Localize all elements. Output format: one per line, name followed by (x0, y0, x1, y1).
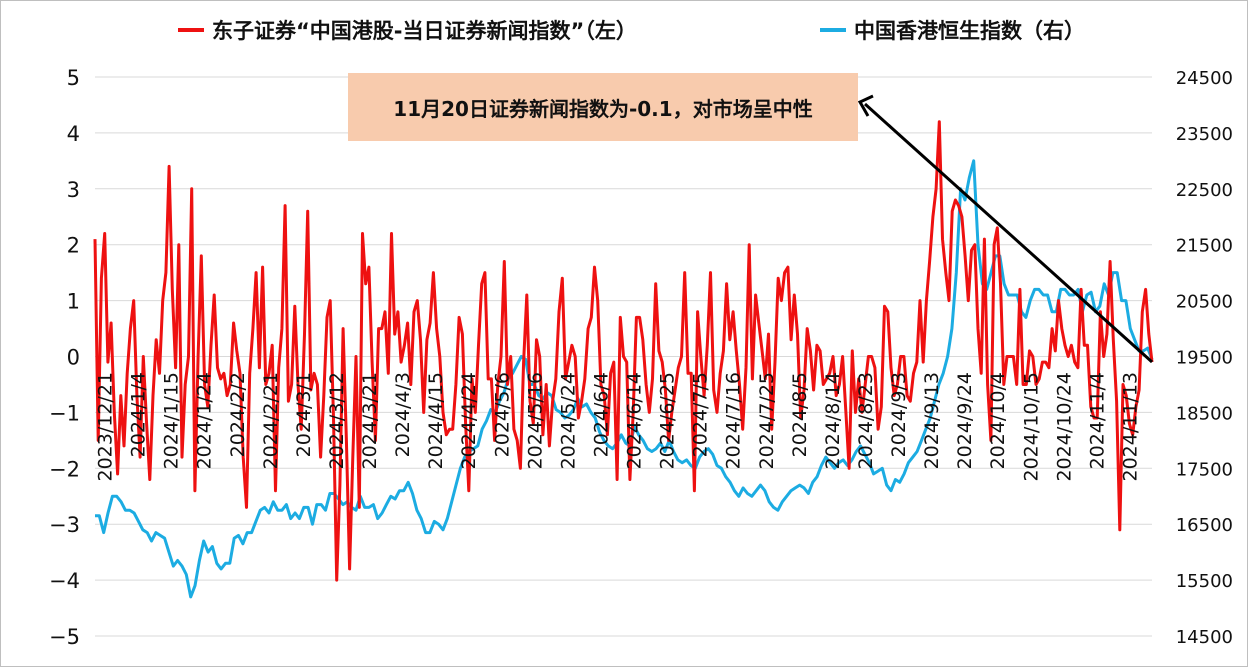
right-tick-label: 22500 (1176, 180, 1233, 201)
x-tick-label: 2024/10/4 (987, 372, 1009, 469)
right-tick-label: 20500 (1176, 292, 1233, 313)
x-tick-label: 2024/8/14 (822, 372, 844, 469)
series-news-index (93, 120, 1154, 582)
right-tick-label: 24500 (1176, 68, 1233, 89)
x-tick-label: 2024/7/25 (756, 372, 778, 469)
x-tick-label: 2024/3/1 (293, 372, 315, 457)
annotation-box: 11月20日证券新闻指数为-0.1，对市场呈中性 (348, 73, 858, 141)
right-axis-ticks: 24500 23500 22500 21500 20500 19500 18500 17500… (1176, 68, 1233, 648)
x-tick-label: 2024/6/14 (624, 372, 646, 469)
right-tick-label: 17500 (1176, 459, 1233, 480)
right-tick-label: 14500 (1176, 627, 1233, 648)
x-axis-tick-labels: 2023/12/21 2024/1/4 2024/1/15 2024/1/24 2024… (95, 372, 1142, 482)
x-tick-label: 2024/3/12 (326, 372, 348, 469)
right-tick-label: 16500 (1176, 515, 1233, 536)
right-tick-label: 19500 (1176, 348, 1233, 369)
x-tick-label: 2024/10/15 (1020, 372, 1042, 482)
x-tick-label: 2024/8/5 (789, 372, 811, 457)
right-tick-label: 15500 (1176, 571, 1233, 592)
x-tick-label: 2024/5/16 (524, 372, 546, 469)
left-tick-label: 4 (67, 122, 80, 146)
x-tick-label: 2024/4/15 (425, 372, 447, 469)
x-tick-label: 2024/11/4 (1086, 372, 1108, 469)
x-tick-label: 2024/10/24 (1053, 372, 1075, 482)
x-tick-label: 2024/1/4 (128, 372, 150, 457)
x-tick-label: 2024/2/21 (260, 372, 282, 469)
x-tick-label: 2024/3/21 (359, 372, 381, 469)
x-tick-label: 2024/5/24 (557, 372, 579, 469)
left-tick-label: 3 (67, 178, 80, 202)
x-tick-label: 2023/12/21 (95, 372, 117, 482)
left-tick-label: −5 (49, 625, 80, 649)
left-tick-label: 2 (67, 234, 80, 258)
left-tick-label: −3 (49, 513, 80, 537)
x-tick-label: 2024/9/24 (954, 372, 976, 469)
x-tick-label: 2024/4/24 (458, 372, 480, 469)
left-tick-label: −2 (49, 457, 80, 481)
left-tick-label: −1 (49, 401, 80, 425)
x-tick-label: 2024/2/2 (227, 372, 249, 457)
x-tick-label: 2024/6/4 (590, 372, 612, 457)
legend-label-news-index: 东子证券“中国港股-当日证券新闻指数”（左） (212, 19, 637, 43)
left-tick-label: 1 (67, 290, 80, 314)
x-tick-label: 2024/11/13 (1120, 372, 1142, 482)
legend-swatch-red (178, 28, 204, 32)
x-tick-label: 2024/9/3 (888, 372, 910, 457)
right-tick-label: 21500 (1176, 236, 1233, 257)
x-tick-label: 2024/1/15 (161, 372, 183, 469)
legend-item-news-index: 东子证券“中国港股-当日证券新闻指数”（左） (178, 12, 637, 48)
x-tick-label: 2024/1/24 (194, 372, 216, 469)
left-tick-label: 5 (67, 66, 80, 90)
x-tick-label: 2024/7/16 (723, 372, 745, 469)
left-axis-ticks: 5 4 3 2 1 0 −1 −2 −3 −4 −5 (49, 66, 80, 649)
x-tick-label: 2024/7/5 (690, 372, 712, 457)
x-tick-label: 2024/4/3 (392, 372, 414, 457)
x-tick-label: 2024/8/23 (855, 372, 877, 469)
right-tick-label: 18500 (1176, 403, 1233, 424)
x-tick-label: 2024/9/13 (921, 372, 943, 469)
news-index-line (93, 120, 1154, 582)
x-tick-label: 2024/5/6 (491, 372, 513, 457)
arrow-head (857, 94, 874, 117)
legend-swatch-blue (820, 28, 846, 32)
annotation-arrow (857, 94, 1154, 364)
left-tick-label: 0 (67, 346, 80, 370)
x-tick-label: 2024/6/25 (657, 372, 679, 469)
left-tick-label: −4 (49, 569, 80, 593)
legend-item-hsi: 中国香港恒生指数（右） (820, 12, 1085, 48)
legend-label-hsi: 中国香港恒生指数（右） (854, 19, 1085, 43)
annotation-text: 11月20日证券新闻指数为-0.1，对市场呈中性 (393, 96, 813, 121)
arrow-line (863, 102, 1154, 364)
right-tick-label: 23500 (1176, 124, 1233, 145)
